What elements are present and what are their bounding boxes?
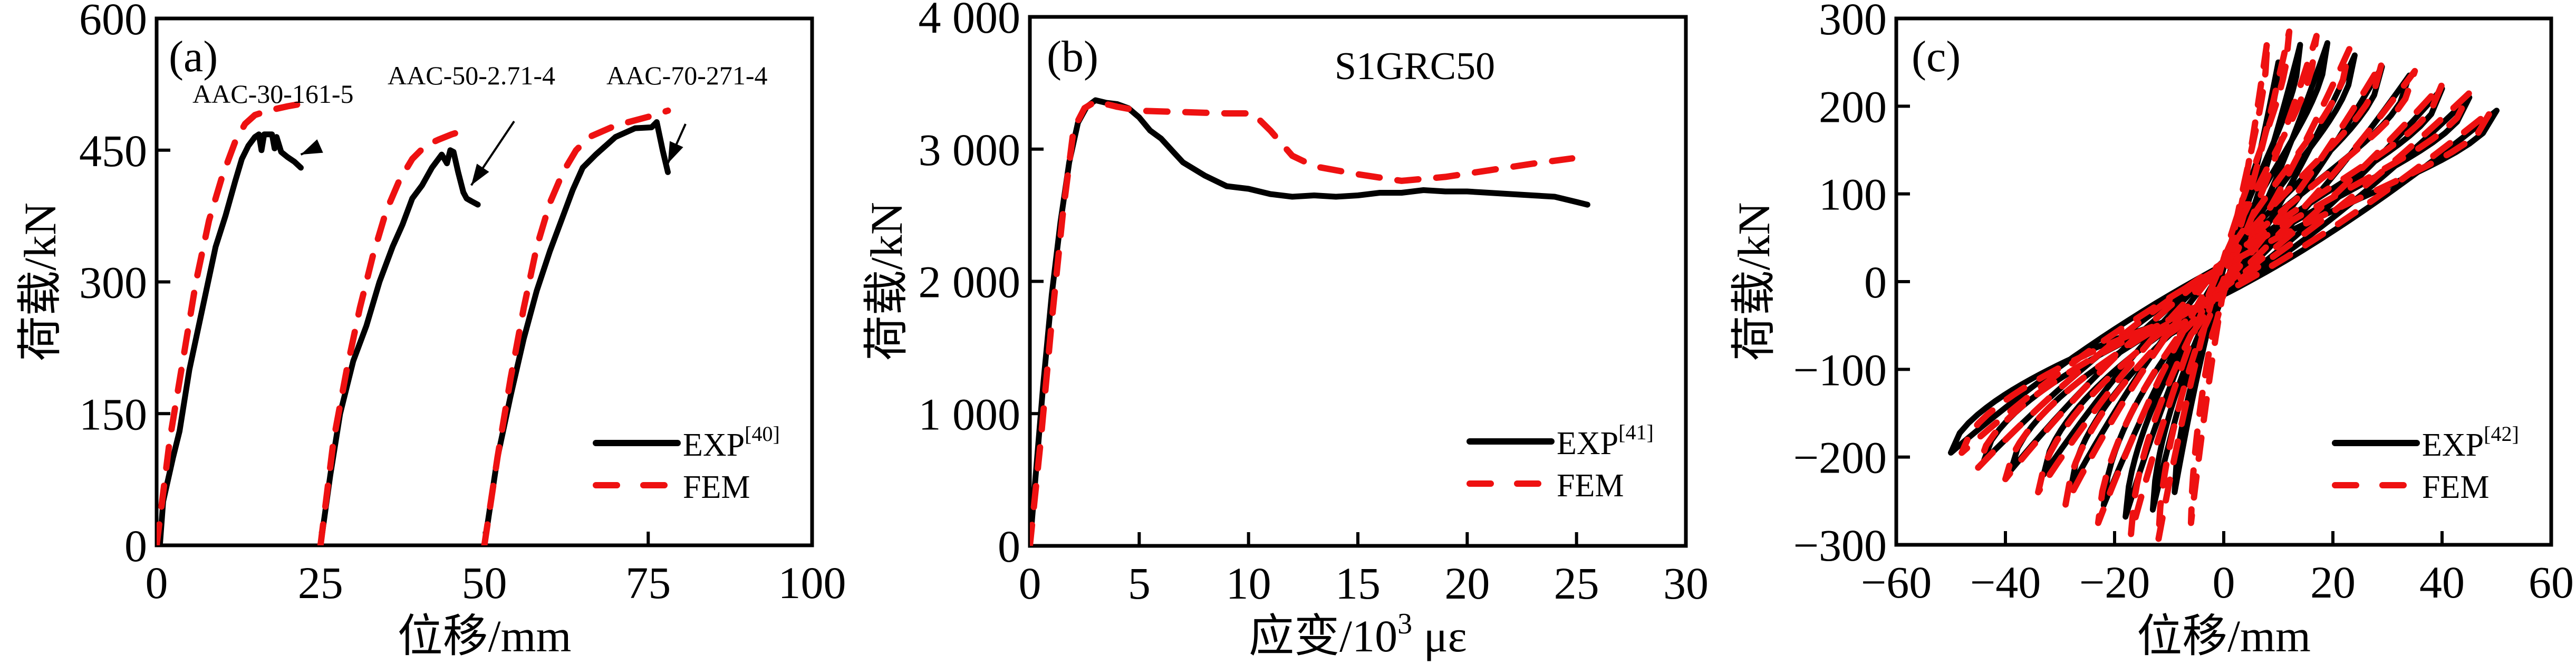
hysteresis-fem-loop: [1975, 90, 2473, 471]
y-tick-label: 0: [998, 521, 1020, 572]
plot-area: [1948, 28, 2500, 544]
y-tick-label: 100: [1819, 169, 1887, 220]
legend: EXP[40] FEM: [593, 422, 780, 505]
x-axis-title-main: 应变/10: [1249, 611, 1397, 661]
y-tick-label: 0: [124, 521, 147, 571]
panel-b: 0 1 000 2 000 3 000 4 000 0 5 10 15 20 25 30 应变/103 …: [861, 0, 1709, 661]
y-tick-label: 450: [79, 126, 147, 176]
x-tick-label: 20: [2310, 557, 2356, 608]
x-axis-title: 应变/103 με: [1249, 608, 1467, 661]
series-fem-line: [157, 101, 301, 545]
legend: EXP[42] FEM: [2332, 422, 2519, 505]
hysteresis-fem-loop: [2002, 81, 2445, 483]
x-tick-label: 60: [2529, 557, 2574, 608]
series-exp-line: [1030, 97, 1590, 546]
x-tick-label: 15: [1335, 558, 1381, 609]
axes-frame: [1028, 15, 1688, 548]
series-fem-line: [317, 125, 475, 545]
series-exp-line: [317, 147, 481, 545]
annotation-label: AAC-30-161-5: [192, 79, 354, 109]
arrowhead-icon: [668, 141, 683, 163]
plot-area: [157, 101, 671, 545]
y-tick-label: −100: [1793, 344, 1887, 395]
y-tick-label: 600: [79, 0, 147, 44]
hysteresis-fem-loop: [1958, 107, 2495, 456]
y-tick-label: 3 000: [919, 124, 1021, 175]
x-tick-label: −40: [1970, 557, 2041, 608]
legend-label-text: FEM: [1557, 468, 1624, 504]
plot-area: [1030, 97, 1590, 546]
annotation-label: AAC-70-271-4: [606, 61, 768, 90]
y-tick-label: −300: [1793, 520, 1887, 571]
x-tick-label: 40: [2419, 557, 2465, 608]
x-axis-title-sup: 3: [1397, 608, 1412, 640]
arrowhead-icon: [471, 163, 489, 186]
x-tick-label: 25: [298, 557, 343, 608]
legend-label-text: FEM: [2422, 469, 2489, 505]
legend-label: EXP[42]: [2422, 422, 2519, 463]
legend: EXP[41] FEM: [1467, 420, 1654, 504]
x-tick-label: 10: [1226, 558, 1271, 609]
legend-label-text: EXP: [683, 427, 745, 463]
legend-label: FEM: [1557, 468, 1624, 504]
chart-title: S1GRC50: [1335, 45, 1495, 88]
x-tick-label: 0: [1019, 558, 1041, 609]
legend-label-sup: [42]: [2484, 422, 2519, 446]
annotation-label: AAC-50-2.71-4: [388, 61, 555, 90]
y-tick-label: 200: [1819, 81, 1887, 132]
y-tick-label: 150: [79, 389, 147, 439]
panel-tag: (c): [1912, 32, 1961, 81]
y-tick-label: 4 000: [919, 0, 1021, 43]
legend-label-sup: [40]: [745, 422, 780, 446]
y-tick-label: −200: [1793, 432, 1887, 483]
x-axis-title: 位移/mm: [398, 611, 572, 661]
hysteresis-fem-loop: [2155, 28, 2293, 544]
x-tick-label: 75: [625, 557, 671, 608]
legend-label: FEM: [2422, 469, 2489, 505]
y-tick-label: 0: [1864, 257, 1887, 307]
legend-label: EXP[40]: [683, 422, 780, 463]
x-tick-label: 100: [778, 557, 846, 608]
legend-label: EXP[41]: [1557, 420, 1654, 461]
x-tick-label: −20: [2079, 557, 2150, 608]
x-tick-label: −60: [1861, 557, 1932, 608]
x-tick-label: 30: [1663, 558, 1709, 609]
series-exp-line: [481, 119, 671, 545]
y-axis-title: 荷载/kN: [15, 203, 65, 361]
x-tick-label: 50: [462, 557, 507, 608]
hysteresis-fem-loop: [2035, 68, 2418, 496]
y-axis-title: 荷载/kN: [861, 202, 912, 361]
x-axis-title: 位移/mm: [2137, 611, 2311, 661]
series-fem-line: [481, 107, 671, 545]
y-tick-label: 300: [79, 257, 147, 308]
panel-tag: (b): [1047, 32, 1098, 81]
legend-label-sup: [41]: [1618, 420, 1654, 444]
x-tick-label: 20: [1444, 558, 1490, 609]
x-tick-label: 5: [1128, 558, 1151, 609]
arrowhead-icon: [301, 139, 323, 155]
legend-label: FEM: [683, 469, 750, 505]
x-tick-label: 0: [2213, 557, 2235, 608]
x-tick-label: 25: [1554, 558, 1599, 609]
y-axis-title: 荷载/kN: [1729, 203, 1779, 361]
y-tick-label: 1 000: [919, 389, 1021, 439]
panel-tag: (a): [169, 32, 218, 81]
legend-label-text: EXP: [1557, 426, 1618, 461]
hysteresis-fem-loop: [2062, 59, 2386, 509]
legend-label-text: FEM: [683, 469, 750, 505]
series-fem-line: [1030, 98, 1576, 546]
x-axis-title-unit: με: [1412, 611, 1467, 661]
x-tick-label: 0: [146, 557, 168, 608]
y-tick-label: 300: [1819, 0, 1887, 44]
legend-label-text: EXP: [2422, 427, 2484, 463]
y-tick-label: 2 000: [919, 257, 1021, 307]
series-exp-line: [157, 131, 304, 545]
